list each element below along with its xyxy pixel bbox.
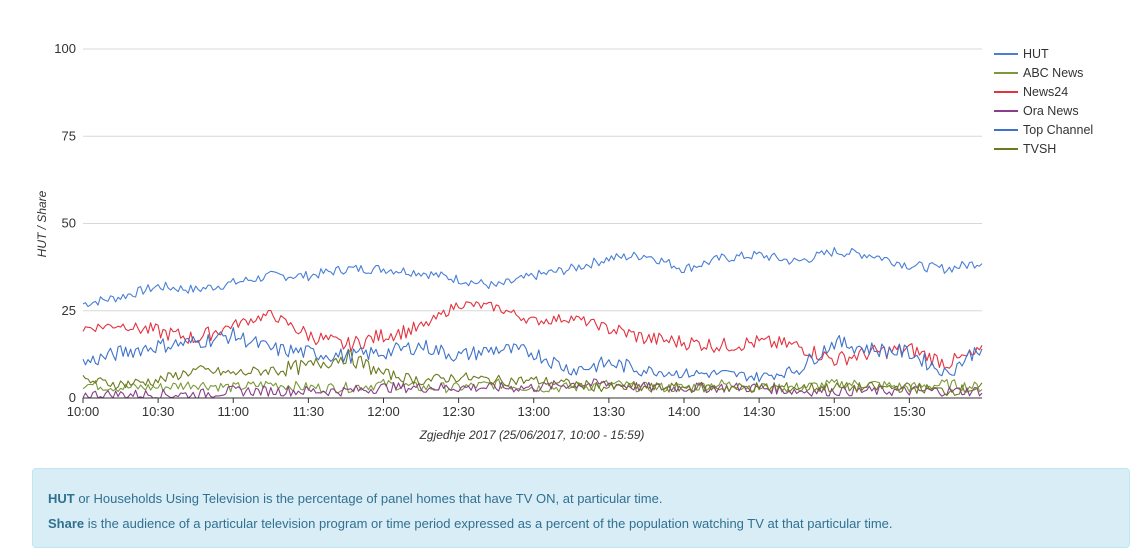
series-line-2 xyxy=(82,301,983,369)
x-tick-label: 14:00 xyxy=(668,404,701,419)
series-line-1 xyxy=(82,378,983,394)
legend-label: HUT xyxy=(1023,47,1049,61)
y-tick-label: 0 xyxy=(69,390,76,405)
line-chart: 10:00 10:30 11:00 11:30 12:00 12:30 13:00 13:30… xyxy=(35,41,1093,442)
x-tick-label: 12:30 xyxy=(442,404,475,419)
x-tick-label: 11:30 xyxy=(293,404,325,419)
y-axis: 0 25 50 75 100 xyxy=(54,41,76,405)
x-tick-label: 11:00 xyxy=(217,404,249,419)
share-term: Share xyxy=(48,516,85,531)
x-tick-label: 13:30 xyxy=(593,404,626,419)
gridlines xyxy=(83,48,982,399)
legend-label: TVSH xyxy=(1023,142,1056,156)
hut-term: HUT xyxy=(48,491,75,506)
series-lines xyxy=(82,247,983,399)
x-tick-label: 10:30 xyxy=(142,404,175,419)
y-tick-label: 25 xyxy=(62,303,76,318)
x-tick-label: 15:00 xyxy=(818,404,851,419)
x-tick-label: 15:30 xyxy=(893,404,926,419)
x-tick-label: 10:00 xyxy=(67,404,100,419)
y-axis-title: HUT / Share xyxy=(35,190,49,257)
y-tick-label: 50 xyxy=(62,216,76,231)
x-axis-title: Zgjedhje 2017 (25/06/2017, 10:00 - 15:59… xyxy=(419,428,645,442)
share-definition: Share is the audience of a particular te… xyxy=(48,511,1114,536)
legend: HUT ABC News News24 Ora News Top Channel TVSH xyxy=(994,47,1093,156)
legend-label: Ora News xyxy=(1023,104,1079,118)
x-tick-label: 14:30 xyxy=(743,404,776,419)
hut-definition: HUT or Households Using Television is th… xyxy=(48,486,1114,511)
series-line-0 xyxy=(82,247,983,308)
legend-label: News24 xyxy=(1023,85,1068,99)
legend-label: ABC News xyxy=(1023,66,1083,80)
series-line-3 xyxy=(82,378,983,399)
share-description: is the audience of a particular televisi… xyxy=(84,516,893,531)
x-tick-label: 12:00 xyxy=(367,404,400,419)
x-axis: 10:00 10:30 11:00 11:30 12:00 12:30 13:00 13:30… xyxy=(67,397,982,419)
x-tick-label: 13:00 xyxy=(517,404,550,419)
info-panel: HUT or Households Using Television is th… xyxy=(32,468,1130,548)
hut-description: or Households Using Television is the pe… xyxy=(74,491,663,506)
y-tick-label: 100 xyxy=(54,41,76,56)
series-line-5 xyxy=(82,350,983,396)
series-line-4 xyxy=(82,326,983,383)
legend-label: Top Channel xyxy=(1023,123,1093,137)
y-tick-label: 75 xyxy=(62,128,76,143)
